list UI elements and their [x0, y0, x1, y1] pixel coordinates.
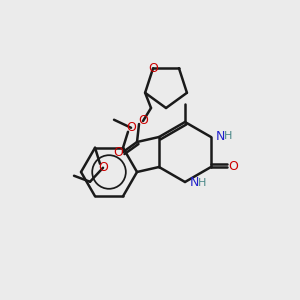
Text: O: O: [138, 115, 148, 128]
Text: H: H: [198, 178, 206, 188]
Text: O: O: [228, 160, 238, 173]
Text: O: O: [148, 62, 158, 75]
Text: N: N: [190, 176, 200, 190]
Text: O: O: [113, 146, 123, 158]
Text: O: O: [98, 161, 108, 174]
Text: O: O: [126, 121, 136, 134]
Text: N: N: [216, 130, 225, 142]
Text: H: H: [224, 131, 232, 141]
